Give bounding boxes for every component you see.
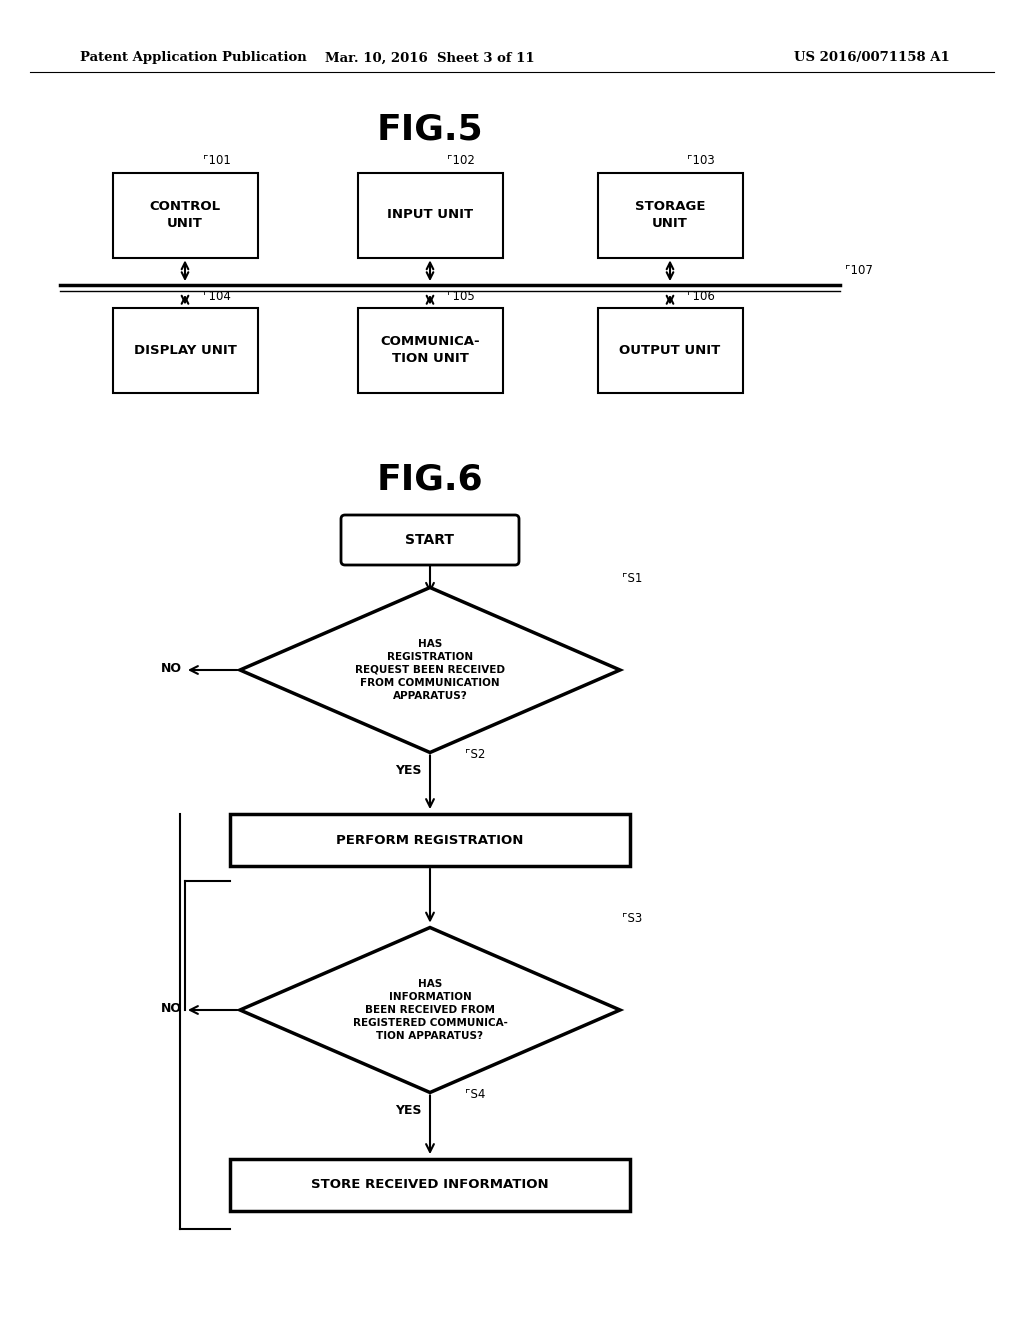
Text: INPUT UNIT: INPUT UNIT	[387, 209, 473, 222]
Text: HAS
REGISTRATION
REQUEST BEEN RECEIVED
FROM COMMUNICATION
APPARATUS?: HAS REGISTRATION REQUEST BEEN RECEIVED F…	[355, 639, 505, 701]
Text: YES: YES	[395, 764, 422, 777]
Text: ⌜106: ⌜106	[687, 289, 716, 302]
Text: ⌜102: ⌜102	[447, 154, 475, 168]
Text: NO: NO	[161, 661, 182, 675]
Text: ⌜101: ⌜101	[203, 154, 230, 168]
Text: OUTPUT UNIT: OUTPUT UNIT	[620, 343, 721, 356]
Text: FIG.5: FIG.5	[377, 114, 483, 147]
Text: YES: YES	[395, 1105, 422, 1118]
FancyBboxPatch shape	[341, 515, 519, 565]
Text: DISPLAY UNIT: DISPLAY UNIT	[133, 343, 237, 356]
Text: Patent Application Publication: Patent Application Publication	[80, 51, 307, 65]
Text: ⌜107: ⌜107	[845, 264, 872, 277]
Bar	[597, 173, 742, 257]
Text: ⌜S2: ⌜S2	[465, 747, 485, 760]
Text: Mar. 10, 2016  Sheet 3 of 11: Mar. 10, 2016 Sheet 3 of 11	[326, 51, 535, 65]
Bar	[113, 308, 257, 392]
Polygon shape	[240, 928, 620, 1093]
Text: FIG.6: FIG.6	[377, 463, 483, 498]
Text: CONTROL
UNIT: CONTROL UNIT	[150, 201, 220, 230]
Text: ⌜S3: ⌜S3	[622, 912, 642, 925]
Text: HAS
INFORMATION
BEEN RECEIVED FROM
REGISTERED COMMUNICA-
TION APPARATUS?: HAS INFORMATION BEEN RECEIVED FROM REGIS…	[352, 979, 508, 1040]
Text: ⌜104: ⌜104	[203, 289, 230, 302]
Text: COMMUNICA-
TION UNIT: COMMUNICA- TION UNIT	[380, 335, 480, 366]
Text: ⌜S4: ⌜S4	[465, 1088, 485, 1101]
Text: STORAGE
UNIT: STORAGE UNIT	[635, 201, 706, 230]
Text: US 2016/0071158 A1: US 2016/0071158 A1	[795, 51, 950, 65]
Bar	[597, 308, 742, 392]
Text: STORE RECEIVED INFORMATION: STORE RECEIVED INFORMATION	[311, 1179, 549, 1192]
Polygon shape	[240, 587, 620, 752]
Text: NO: NO	[161, 1002, 182, 1015]
Text: ⌜103: ⌜103	[687, 154, 715, 168]
Bar	[230, 1159, 630, 1210]
Text: ⌜S1: ⌜S1	[622, 573, 642, 586]
Bar	[230, 814, 630, 866]
Bar	[357, 308, 503, 392]
Bar	[113, 173, 257, 257]
Text: PERFORM REGISTRATION: PERFORM REGISTRATION	[336, 833, 523, 846]
Bar	[357, 173, 503, 257]
Text: START: START	[406, 533, 455, 546]
Text: ⌜105: ⌜105	[447, 289, 475, 302]
